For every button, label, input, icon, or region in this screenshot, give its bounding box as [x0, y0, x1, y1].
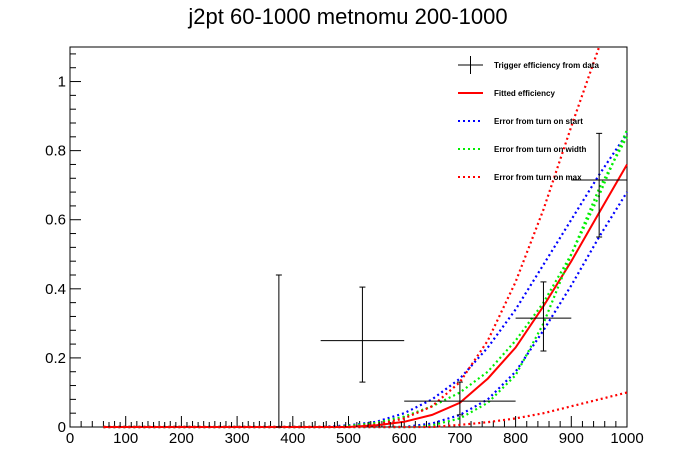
y-tick-label: 0	[58, 419, 66, 436]
curve-error-from-turn-on-max	[103, 46, 601, 429]
data-points	[108, 132, 627, 428]
curve-error-from-turn-on-max	[103, 391, 628, 429]
y-tick-label: 0.8	[45, 143, 66, 160]
legend: Trigger efficiency from data Fitted effic…	[458, 56, 599, 182]
legend-label: Error from turn on max	[494, 173, 582, 182]
x-tick-label: 800	[503, 430, 528, 447]
x-tick-label: 400	[280, 430, 305, 447]
legend-label: Error from turn on start	[494, 117, 583, 126]
legend-label: Trigger efficiency from data	[494, 61, 599, 70]
curve-error-from-turn-on-start	[103, 191, 628, 429]
y-tick-label: 0.2	[45, 350, 66, 367]
data-point	[571, 132, 627, 238]
x-tick-label: 1000	[610, 430, 643, 447]
x-tick-label: 500	[336, 430, 361, 447]
legend-entry: Fitted efficiency	[458, 89, 555, 98]
y-tick-label: 0.6	[45, 212, 66, 229]
plot-frame	[69, 46, 628, 428]
curve-error-from-turn-on-width	[103, 129, 629, 429]
legend-entry: Error from turn on width	[458, 145, 587, 154]
x-tick-label: 700	[447, 430, 472, 447]
legend-label: Error from turn on width	[494, 145, 587, 154]
x-tick-label: 0	[66, 430, 74, 447]
data-point	[515, 281, 572, 352]
data-point	[404, 381, 516, 416]
curve-fitted-efficiency	[103, 163, 628, 428]
y-tick-label: 1	[58, 74, 66, 91]
x-tick-label: 300	[225, 430, 250, 447]
legend-entry: Trigger efficiency from data	[458, 56, 599, 74]
data-point	[275, 274, 282, 428]
legend-entry: Error from turn on start	[458, 117, 583, 126]
axes: 0 100 200 300 400 500 600 700 800 900 1000 0 0.2 0.4 0…	[45, 53, 644, 447]
curves	[103, 46, 629, 429]
data-point	[320, 286, 405, 383]
legend-label: Fitted efficiency	[494, 89, 555, 98]
chart-title: j2pt 60-1000 metnomu 200-1000	[187, 4, 507, 29]
x-tick-label: 100	[113, 430, 138, 447]
x-tick-label: 900	[559, 430, 584, 447]
y-tick-label: 0.4	[45, 281, 66, 298]
x-tick-label: 200	[169, 430, 194, 447]
legend-entry: Error from turn on max	[458, 173, 582, 182]
x-tick-label: 600	[392, 430, 417, 447]
